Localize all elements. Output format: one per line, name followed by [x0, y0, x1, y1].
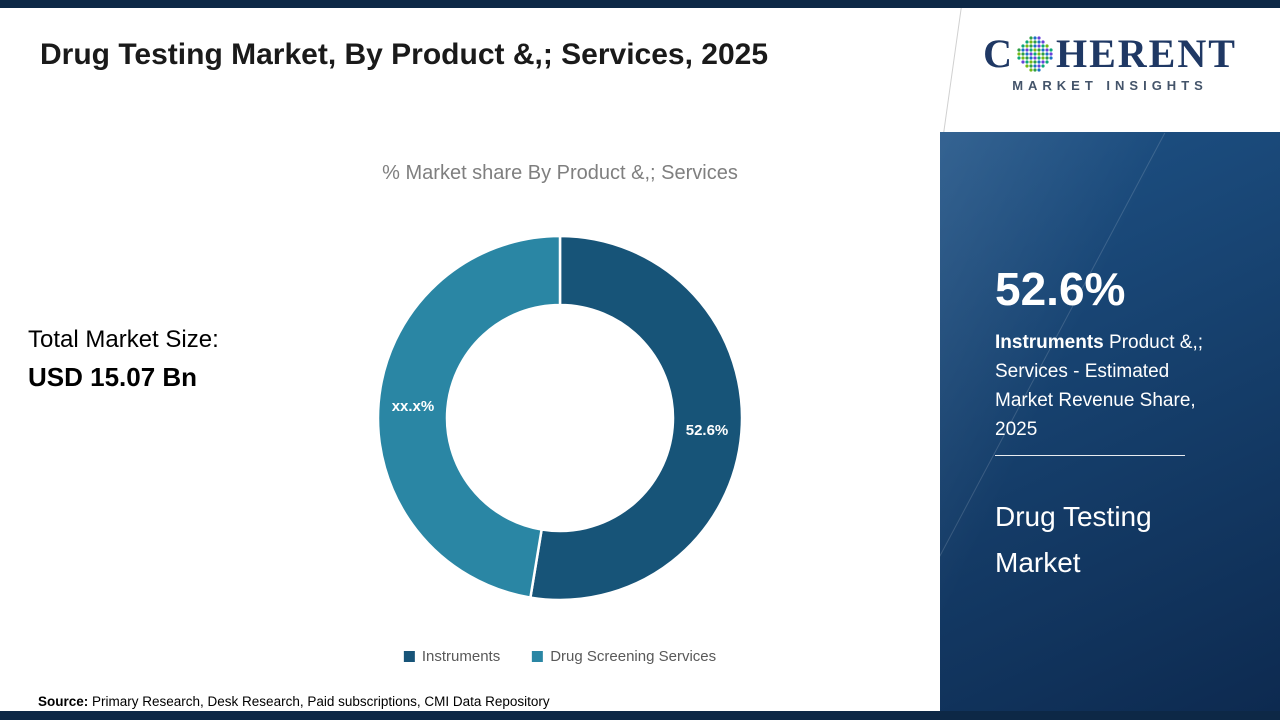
total-market-size-label: Total Market Size: — [28, 326, 219, 353]
legend-item-1: Drug Screening Services — [532, 648, 716, 665]
brand-logo: C HERENT — [940, 34, 1280, 74]
slice-label-0: 52.6% — [686, 422, 729, 439]
market-name: Drug Testing Market — [995, 501, 1152, 578]
total-market-size-block: Total Market Size: USD 15.07 Bn — [28, 326, 219, 393]
chart-area: Drug Testing Market, By Product &,; Serv… — [0, 8, 940, 711]
stat-description-rest: Product &,; Services - Estimated Market … — [995, 332, 1204, 440]
donut-chart: 52.6% xx.x% — [376, 234, 744, 602]
stat-value: 52.6% — [995, 263, 1126, 315]
bottom-border-strip — [0, 711, 1280, 720]
source-line: Source: Primary Research, Desk Research,… — [38, 694, 550, 709]
brand-logo-subtitle: MARKET INSIGHTS — [1012, 78, 1208, 93]
total-market-size-value: USD 15.07 Bn — [28, 362, 198, 392]
donut-slice-0 — [528, 234, 744, 602]
logo-area: C HERENT MARKET INSIGHTS — [940, 8, 1280, 132]
panel-divider — [995, 455, 1185, 456]
legend-swatch-icon — [403, 651, 415, 662]
globe-icon — [1017, 36, 1053, 72]
source-label: Source: — [38, 694, 89, 709]
donut-slice-1 — [376, 234, 562, 600]
legend-label: Instruments — [421, 648, 501, 665]
legend-swatch-icon — [532, 651, 544, 662]
legend-label: Drug Screening Services — [550, 648, 717, 665]
page-title: Drug Testing Market, By Product &,; Serv… — [40, 38, 769, 71]
chart-legend: Instruments Drug Screening Services — [403, 648, 716, 665]
logo-letter-c: C — [983, 31, 1014, 76]
stat-description-bold: Instruments — [995, 332, 1104, 353]
highlight-panel: 52.6% Instruments Product &,; Services -… — [940, 132, 1280, 711]
stat-description: Instruments Product &,; Services - Estim… — [995, 328, 1227, 444]
legend-item-0: Instruments — [403, 648, 501, 665]
chart-subtitle: % Market share By Product &,; Services — [382, 162, 738, 184]
source-text: Primary Research, Desk Research, Paid su… — [88, 694, 550, 709]
logo-letters-rest: HERENT — [1055, 31, 1237, 76]
top-border-strip — [0, 0, 1280, 8]
slice-label-1: xx.x% — [392, 398, 435, 415]
